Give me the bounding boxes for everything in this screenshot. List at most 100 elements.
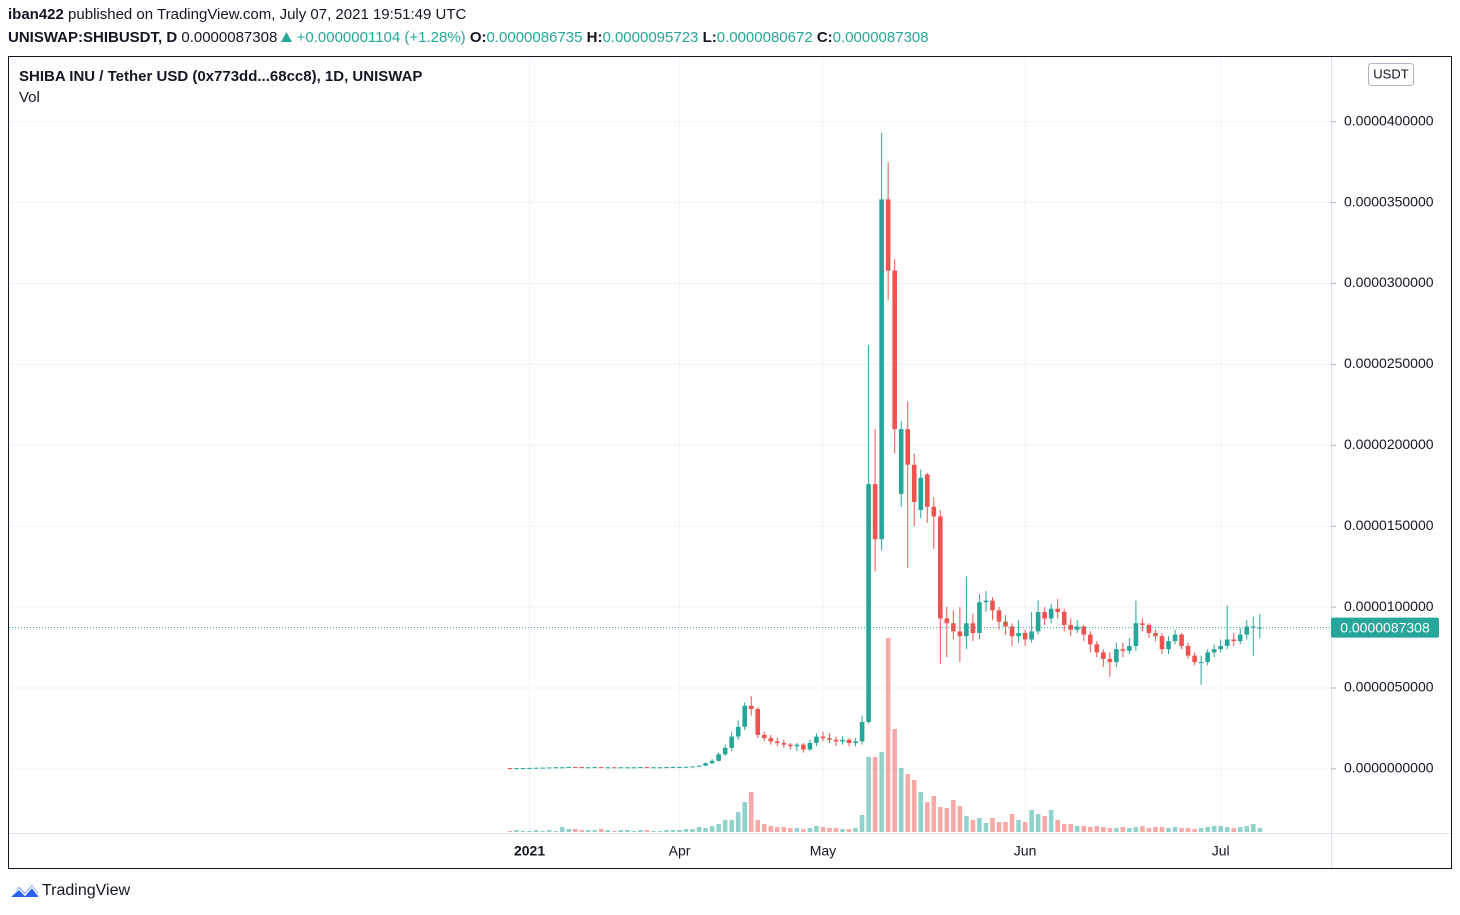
volume-bar bbox=[546, 830, 552, 832]
candle-body bbox=[618, 767, 624, 769]
candle-body bbox=[755, 709, 761, 735]
candle-body bbox=[807, 743, 813, 750]
volume-bar bbox=[781, 827, 787, 832]
candle-body bbox=[853, 741, 858, 744]
candle-body bbox=[761, 734, 767, 739]
change: +0.0000001104 (+1.28%) bbox=[281, 29, 466, 46]
volume-bar bbox=[1009, 814, 1015, 832]
volume-bar bbox=[794, 828, 800, 832]
candle-body bbox=[957, 631, 963, 637]
publish-line: iban422 published on TradingView.com, Ju… bbox=[8, 6, 466, 23]
volume-bar bbox=[742, 802, 748, 832]
volume-bar bbox=[1140, 826, 1145, 832]
x-tick-label: May bbox=[810, 843, 836, 859]
volume-bar bbox=[729, 820, 734, 832]
chart: SHIBA INU / Tether USD (0x773dd...68cc8)… bbox=[8, 56, 1452, 869]
volume-bar bbox=[631, 831, 637, 832]
candle-body bbox=[1127, 645, 1132, 651]
candle-body bbox=[944, 618, 950, 624]
y-tick-label: 0.0000200000 bbox=[1344, 436, 1434, 452]
candle-body bbox=[638, 767, 643, 769]
candle-body bbox=[781, 743, 787, 745]
volume-bar bbox=[755, 820, 761, 832]
volume-bar bbox=[1029, 810, 1034, 832]
candle-body bbox=[1166, 641, 1171, 650]
volume-bar bbox=[722, 820, 728, 832]
volume-bar bbox=[1244, 826, 1250, 832]
volume-bar bbox=[1185, 828, 1191, 832]
candle-body bbox=[527, 767, 532, 769]
candle-body bbox=[559, 767, 565, 769]
candle-body bbox=[1035, 611, 1041, 632]
currency-button[interactable] bbox=[1368, 63, 1414, 86]
volume-bar bbox=[1127, 828, 1132, 832]
candle-body bbox=[585, 767, 591, 769]
candle-body bbox=[1205, 652, 1210, 663]
volume-bar bbox=[520, 831, 526, 832]
candle-body bbox=[938, 516, 943, 619]
volume-bar bbox=[559, 827, 565, 832]
volume-bar bbox=[618, 830, 624, 832]
y-tick-label: 0.0000300000 bbox=[1344, 274, 1434, 290]
candle-body bbox=[996, 610, 1002, 622]
quote-line: UNISWAP:SHIBUSDT, D 0.0000087308 +0.0000… bbox=[8, 29, 929, 46]
candle-body bbox=[696, 765, 702, 767]
footer[interactable]: TradingView bbox=[8, 881, 130, 901]
volume-bar bbox=[696, 827, 702, 832]
volume-bar bbox=[820, 827, 826, 832]
volume-bar bbox=[716, 824, 721, 832]
symbol: UNISWAP:SHIBUSDT, D bbox=[8, 29, 178, 46]
candle-body bbox=[1140, 623, 1145, 625]
volume-bar bbox=[775, 827, 780, 832]
volume-bar bbox=[866, 757, 871, 832]
volume-bar bbox=[846, 829, 852, 832]
brand: TradingView bbox=[42, 882, 131, 899]
volume-bar bbox=[840, 829, 845, 832]
candle-body bbox=[1107, 658, 1113, 663]
candle-body bbox=[1022, 632, 1028, 640]
y-tick-label: 0.0000100000 bbox=[1344, 598, 1434, 614]
volume-bar bbox=[1022, 822, 1028, 832]
volume-bar bbox=[1224, 827, 1230, 832]
h-label: H: bbox=[586, 29, 603, 46]
volume-bar bbox=[801, 829, 806, 832]
candle-body bbox=[924, 474, 930, 507]
y-tick-label: 0.0000350000 bbox=[1344, 193, 1434, 209]
candle-body bbox=[1153, 632, 1158, 637]
candle-body bbox=[1172, 634, 1178, 642]
candle-body bbox=[1087, 634, 1093, 645]
volume-bar bbox=[1120, 827, 1126, 832]
volume-bar bbox=[1237, 827, 1243, 832]
volume-bar bbox=[1016, 820, 1021, 832]
last: 0.0000087308 bbox=[181, 29, 278, 46]
change-value: +0.0000001104 (+1.28%) bbox=[296, 29, 466, 46]
volume-bar bbox=[807, 828, 813, 832]
volume-bar bbox=[951, 800, 956, 832]
volume-bar bbox=[1114, 828, 1119, 832]
candle-body bbox=[892, 270, 897, 430]
currency[interactable]: USDT bbox=[1373, 66, 1408, 81]
candle-body bbox=[788, 744, 793, 747]
candle-body bbox=[905, 429, 911, 465]
volume-bar bbox=[977, 818, 982, 832]
candle-body bbox=[951, 623, 956, 632]
volume-bar bbox=[957, 806, 963, 832]
candle-body bbox=[540, 767, 545, 769]
candle-body bbox=[677, 766, 682, 768]
candle-body bbox=[520, 768, 526, 770]
candle-body bbox=[1257, 627, 1263, 629]
author[interactable]: iban422 bbox=[8, 6, 64, 23]
candle-body bbox=[794, 744, 800, 747]
volume-bar bbox=[1107, 828, 1113, 832]
volume-bar bbox=[1087, 827, 1093, 832]
candle-body bbox=[709, 760, 715, 764]
volume-bar bbox=[1153, 827, 1158, 832]
volume-bar bbox=[1042, 816, 1047, 832]
volume-bar bbox=[924, 802, 930, 832]
candle-body bbox=[742, 705, 748, 727]
volume-bar bbox=[1211, 826, 1217, 832]
candle-body bbox=[507, 768, 513, 770]
candle-body bbox=[1009, 626, 1015, 637]
volume-bar bbox=[638, 830, 643, 832]
candle-body bbox=[748, 705, 754, 710]
